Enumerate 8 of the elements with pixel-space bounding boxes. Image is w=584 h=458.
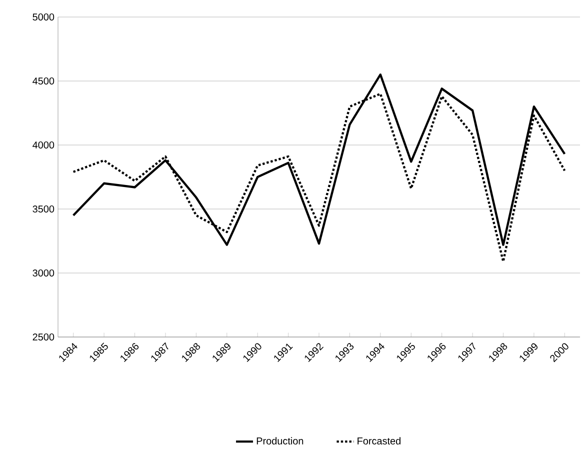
legend-label: Production: [256, 437, 304, 444]
y-tick-label: 3000: [32, 269, 54, 277]
y-tick-label: 4000: [32, 141, 54, 149]
y-tick-label: 4500: [32, 77, 54, 85]
y-tick-label: 3500: [32, 205, 54, 213]
y-tick-label: 2500: [32, 333, 54, 341]
y-tick-label: 5000: [32, 13, 54, 21]
legend-label: Forcasted: [358, 437, 400, 444]
